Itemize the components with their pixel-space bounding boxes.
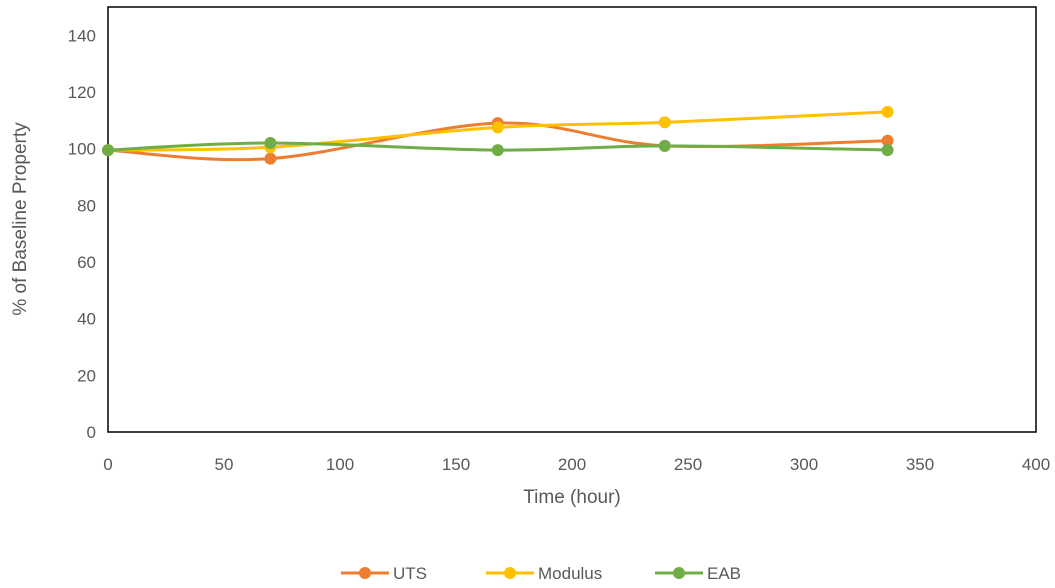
legend-label: EAB: [707, 564, 741, 583]
legend-swatch-marker: [359, 567, 371, 579]
y-tick-label: 120: [68, 83, 96, 102]
data-point-eab: [102, 144, 114, 157]
y-tick-label: 40: [77, 310, 96, 329]
series-layer: [102, 105, 894, 165]
data-point-eab: [264, 137, 277, 149]
x-tick-label: 350: [906, 455, 934, 474]
legend: UTS Modulus EAB: [341, 564, 741, 583]
y-tick-label: 100: [68, 140, 96, 159]
legend-swatch-marker: [504, 567, 516, 579]
legend-label: UTS: [393, 564, 427, 583]
legend-item-eab: EAB: [655, 564, 741, 583]
data-point-eab: [491, 144, 504, 157]
y-tick-label: 60: [77, 253, 96, 272]
x-tick-label: 200: [558, 455, 586, 474]
x-tick-label: 150: [442, 455, 470, 474]
data-point-modulus: [491, 121, 504, 134]
x-tick-label: 400: [1022, 455, 1050, 474]
x-axis-ticks: 0 50 100 150 200 250 300 350 400: [103, 455, 1050, 474]
y-axis-ticks: 0 20 40 60 80 100 120 140: [68, 26, 96, 442]
y-axis-title: % of Baseline Property: [10, 122, 31, 316]
x-tick-label: 50: [215, 455, 234, 474]
data-point-eab: [881, 144, 894, 157]
plot-area: [107, 6, 1037, 433]
y-tick-label: 0: [87, 423, 96, 442]
data-point-uts: [881, 134, 894, 147]
y-tick-label: 80: [77, 196, 96, 215]
y-tick-label: 20: [77, 366, 96, 385]
x-tick-label: 0: [103, 455, 112, 474]
legend-item-uts: UTS: [341, 564, 427, 583]
series-eab: [102, 137, 894, 157]
x-axis-title: Time (hour): [523, 487, 620, 508]
data-point-modulus: [881, 105, 894, 118]
data-point-eab: [658, 139, 671, 152]
x-tick-label: 300: [790, 455, 818, 474]
data-point-uts: [264, 152, 277, 165]
x-tick-label: 100: [326, 455, 354, 474]
legend-label: Modulus: [538, 564, 602, 583]
y-tick-label: 140: [68, 26, 96, 45]
data-point-modulus: [658, 116, 671, 129]
x-tick-label: 250: [674, 455, 702, 474]
legend-item-modulus: Modulus: [486, 564, 602, 583]
legend-swatch-marker: [673, 567, 685, 579]
